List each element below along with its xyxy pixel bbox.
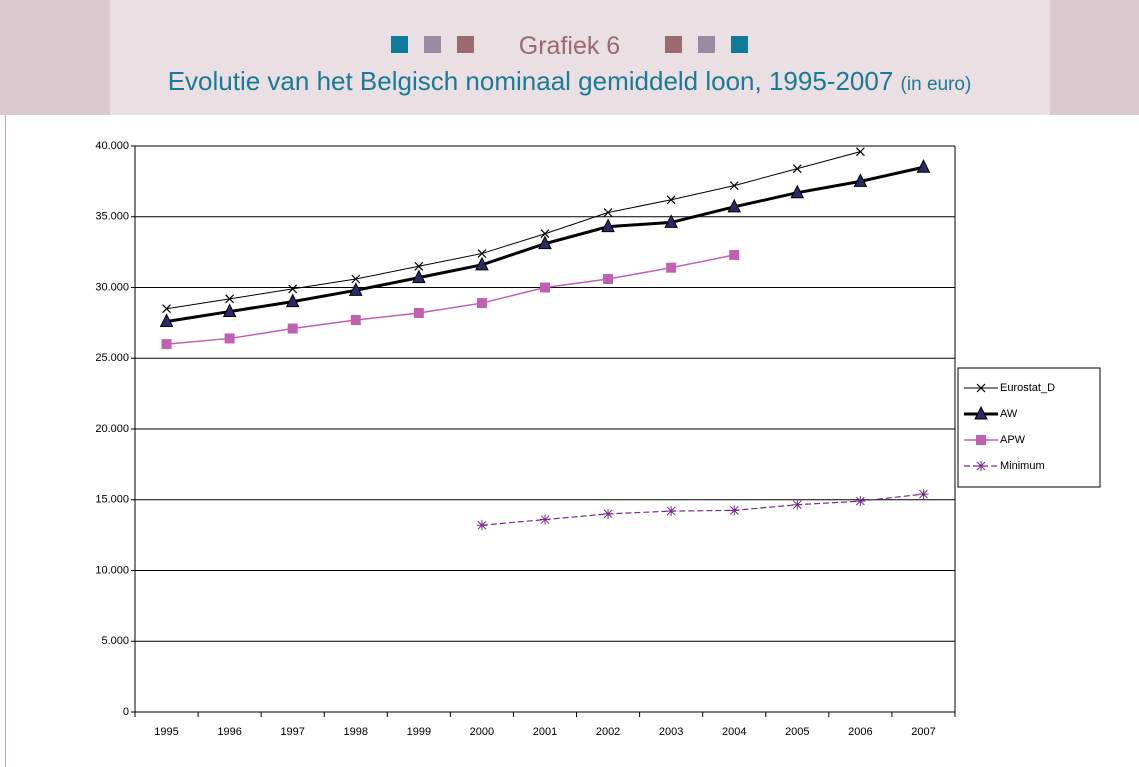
marker [351,274,361,284]
y-tick-label: 25.000 [95,352,129,364]
marker [792,499,803,510]
header-side [1050,0,1139,115]
marker [976,461,986,471]
series-line [481,493,924,526]
x-tick-label: 2004 [722,726,746,738]
y-tick-label: 30.000 [95,281,129,293]
marker [855,496,866,507]
x-tick-label: 2003 [659,726,683,738]
y-tick-label: 0 [123,706,129,718]
marker [412,269,426,284]
marker [976,435,986,445]
y-tick-label: 15.000 [95,494,129,506]
x-tick-label: 2005 [785,726,809,738]
chart-subtitle-row: Evolutie van het Belgisch nominaal gemid… [0,66,1139,97]
marker [288,284,298,294]
x-tick-label: 2007 [911,726,935,738]
marker [603,208,613,217]
x-tick-label: 1996 [217,726,241,738]
legend-label: Eurostat_D [1000,382,1055,394]
header-title-row: Grafiek 6 [0,32,1139,61]
legend-label: Minimum [1000,460,1045,472]
marker [161,339,172,350]
marker [414,261,424,271]
marker [666,195,676,205]
marker [666,262,677,273]
chart-title: Grafiek 6 [518,32,621,60]
y-tick-label: 20.000 [95,423,129,435]
marker [664,214,678,228]
subtitle-unit: (in euro) [900,74,972,95]
marker [853,173,868,187]
x-tick-label: 1999 [407,726,431,738]
header-band [0,0,1139,115]
x-tick-label: 2006 [848,726,872,738]
series-line [166,151,861,310]
marker [729,249,740,260]
y-tick-label: 40.000 [95,140,129,152]
marker [792,164,802,174]
marker [475,256,489,271]
x-tick-label: 1998 [344,726,368,738]
marker [540,229,550,239]
marker [729,181,739,191]
x-tick-label: 2000 [470,726,494,738]
marker [162,304,171,314]
marker [790,184,805,199]
marker [540,282,550,293]
marker [603,508,614,519]
series-line [166,254,735,345]
marker [855,147,865,157]
marker [603,274,614,285]
marker [916,159,931,173]
marker [224,333,235,344]
legend-label: APW [1000,434,1026,446]
marker [540,514,550,525]
marker [601,218,615,233]
marker [538,235,552,250]
y-tick-label: 10.000 [95,564,129,576]
chart-subtitle: Evolutie van het Belgisch nominaal gemid… [167,66,894,96]
marker [413,307,424,318]
marker [348,282,363,296]
marker [974,405,988,420]
marker [976,383,986,393]
marker [285,293,300,308]
y-tick-label: 5.000 [101,635,129,647]
x-tick-label: 1995 [154,726,178,738]
marker [476,520,487,531]
marker [287,323,298,334]
x-tick-label: 2001 [533,726,557,738]
legend-label: AW [1000,408,1018,420]
page-border [5,115,6,767]
marker [729,505,740,516]
marker [727,198,742,213]
marker [476,298,487,309]
marker [666,506,677,517]
marker [477,249,487,258]
y-tick-label: 35.000 [95,211,129,223]
x-tick-label: 2002 [596,726,620,738]
marker [350,315,361,326]
marker [225,294,235,304]
marker [918,489,929,500]
x-tick-label: 1997 [280,726,304,738]
marker [222,303,237,318]
marker [159,313,174,327]
header-side [0,0,110,115]
